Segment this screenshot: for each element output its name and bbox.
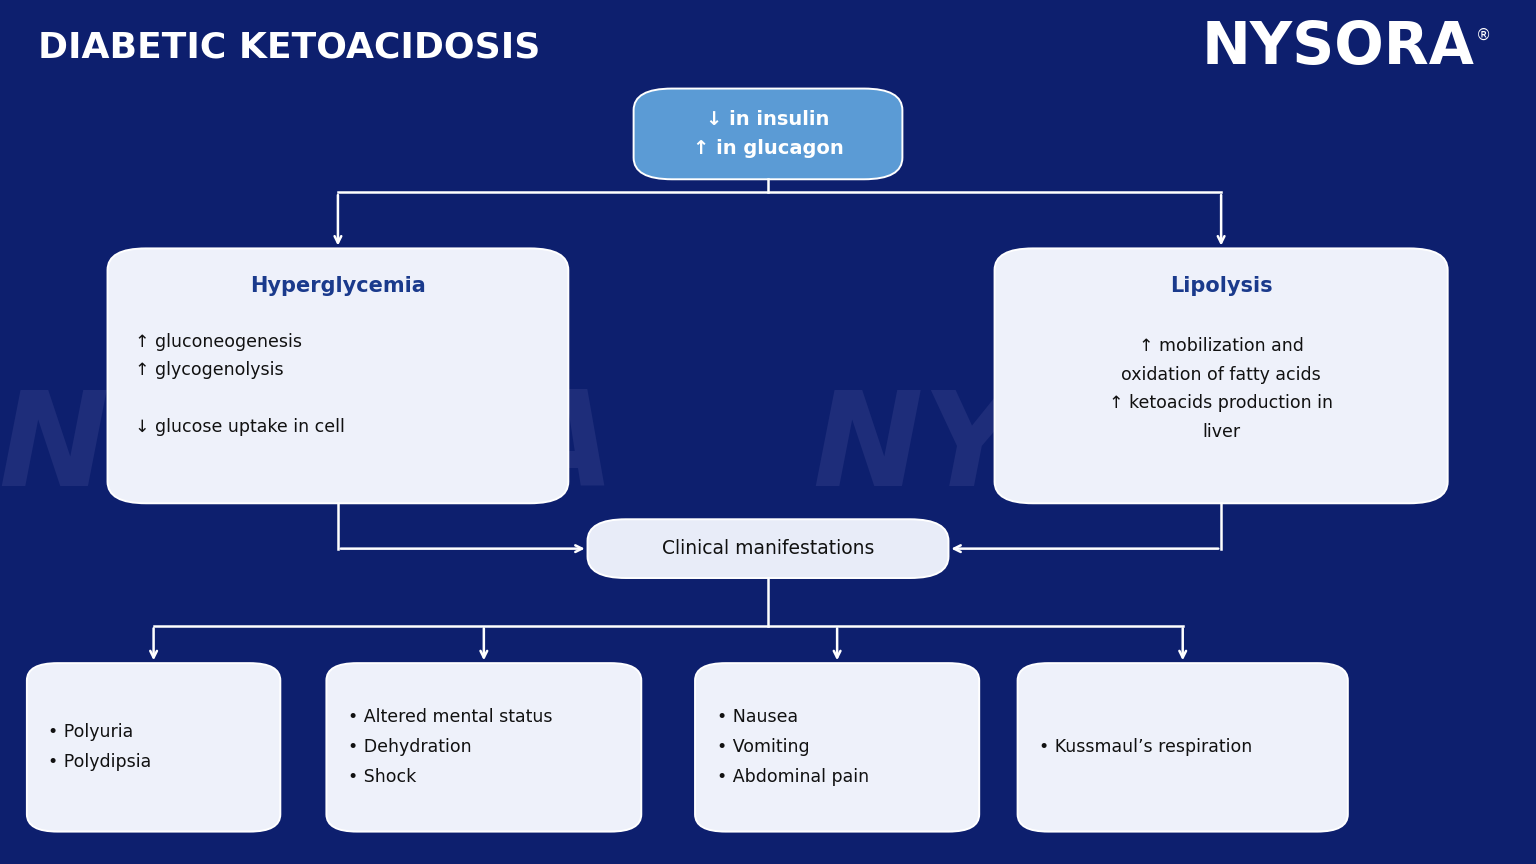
Text: Hyperglycemia: Hyperglycemia	[250, 276, 425, 296]
FancyBboxPatch shape	[587, 519, 948, 578]
Text: ®: ®	[1476, 28, 1491, 42]
Text: • Nausea
• Vomiting
• Abdominal pain: • Nausea • Vomiting • Abdominal pain	[716, 708, 869, 786]
Text: • Kussmaul’s respiration: • Kussmaul’s respiration	[1038, 739, 1252, 756]
Text: NYSORA: NYSORA	[0, 386, 616, 512]
FancyBboxPatch shape	[694, 664, 980, 831]
Text: NYSORA: NYSORA	[813, 386, 1430, 512]
Text: ↓ in insulin
↑ in glucagon: ↓ in insulin ↑ in glucagon	[693, 110, 843, 158]
Text: Clinical manifestations: Clinical manifestations	[662, 539, 874, 558]
Text: NYSORA: NYSORA	[1201, 19, 1475, 76]
Text: • Polyuria
• Polydipsia: • Polyuria • Polydipsia	[49, 723, 152, 772]
Text: Lipolysis: Lipolysis	[1170, 276, 1272, 296]
Text: ↑ gluconeogenesis
↑ glycogenolysis

↓ glucose uptake in cell: ↑ gluconeogenesis ↑ glycogenolysis ↓ glu…	[135, 333, 346, 436]
FancyBboxPatch shape	[28, 664, 280, 831]
Text: ↑ mobilization and
oxidation of fatty acids
↑ ketoacids production in
liver: ↑ mobilization and oxidation of fatty ac…	[1109, 337, 1333, 441]
Text: • Altered mental status
• Dehydration
• Shock: • Altered mental status • Dehydration • …	[349, 708, 553, 786]
FancyBboxPatch shape	[633, 89, 902, 180]
FancyBboxPatch shape	[1017, 664, 1349, 831]
FancyBboxPatch shape	[327, 664, 642, 831]
FancyBboxPatch shape	[995, 249, 1448, 503]
FancyBboxPatch shape	[108, 249, 568, 503]
Text: DIABETIC KETOACIDOSIS: DIABETIC KETOACIDOSIS	[38, 30, 541, 65]
